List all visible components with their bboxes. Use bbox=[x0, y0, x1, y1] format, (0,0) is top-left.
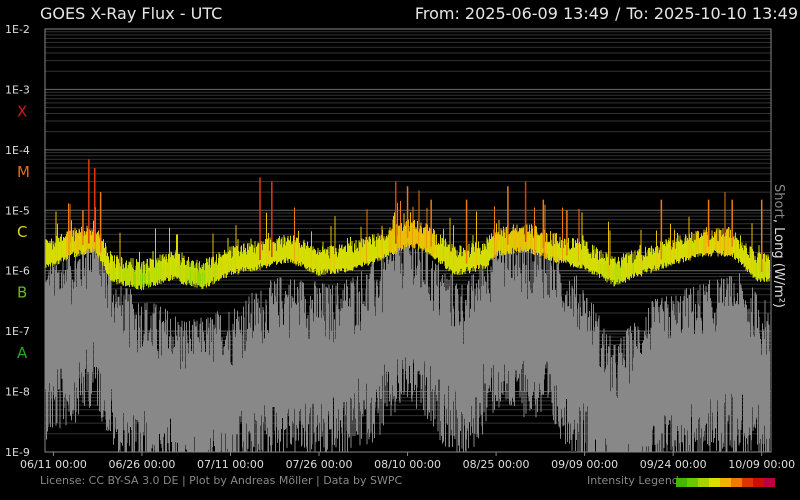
y-tick-label: 1E-5 bbox=[5, 204, 30, 217]
x-tick-label: 09/24 00:00 bbox=[640, 458, 707, 471]
x-tick-label: 07/11 00:00 bbox=[197, 458, 264, 471]
flare-class-label: A bbox=[17, 344, 28, 362]
y-tick-label: 1E-8 bbox=[5, 386, 30, 399]
intensity-legend-bar bbox=[676, 478, 775, 487]
y-tick-label: 1E-7 bbox=[5, 325, 30, 338]
flare-class-label: B bbox=[17, 284, 27, 302]
legend-swatch bbox=[742, 478, 753, 487]
from-label: From: 2025-06-09 13:49 bbox=[414, 4, 610, 23]
range-separator: / bbox=[615, 4, 621, 23]
x-tick-label: 08/10 00:00 bbox=[374, 458, 441, 471]
y-tick-label: 1E-2 bbox=[5, 23, 30, 36]
legend-swatch bbox=[676, 478, 687, 487]
legend-swatch bbox=[764, 478, 775, 487]
legend-swatch bbox=[709, 478, 720, 487]
x-tick-label: 10/09 00:00 bbox=[728, 458, 795, 471]
short-label: Short bbox=[771, 184, 786, 219]
y-tick-label: 1E-3 bbox=[5, 83, 30, 96]
legend-swatch bbox=[753, 478, 764, 487]
series-long bbox=[45, 159, 770, 291]
license-footer: License: CC BY-SA 3.0 DE | Plot by Andre… bbox=[40, 474, 403, 487]
y-tick-label: 1E-6 bbox=[5, 265, 30, 278]
intensity-legend-label: Intensity Legend bbox=[587, 474, 679, 487]
y-tick-label: 1E-9 bbox=[5, 446, 30, 459]
series-short bbox=[45, 223, 770, 452]
side-axis-label: Short, Long (W/m²) bbox=[771, 184, 786, 308]
legend-swatch bbox=[720, 478, 731, 487]
y-tick-label: 1E-4 bbox=[5, 144, 30, 157]
chart-title: GOES X-Ray Flux - UTC bbox=[40, 4, 223, 23]
x-tick-label: 09/09 00:00 bbox=[551, 458, 618, 471]
flare-class-label: C bbox=[17, 223, 27, 241]
legend-swatch bbox=[731, 478, 742, 487]
long-label: Long (W/m²) bbox=[771, 227, 786, 308]
x-tick-label: 07/26 00:00 bbox=[286, 458, 353, 471]
flare-class-label: M bbox=[17, 163, 30, 181]
legend-swatch bbox=[687, 478, 698, 487]
legend-swatch bbox=[698, 478, 709, 487]
time-range: From: 2025-06-09 13:49 / To: 2025-10-10 13… bbox=[415, 4, 798, 23]
x-tick-label: 06/11 00:00 bbox=[20, 458, 87, 471]
x-tick-label: 06/26 00:00 bbox=[108, 458, 175, 471]
flare-class-label: X bbox=[17, 102, 27, 120]
to-label: To: 2025-10-10 13:49 bbox=[626, 4, 799, 23]
x-tick-label: 08/25 00:00 bbox=[463, 458, 530, 471]
side-label-sep: , bbox=[771, 218, 786, 228]
